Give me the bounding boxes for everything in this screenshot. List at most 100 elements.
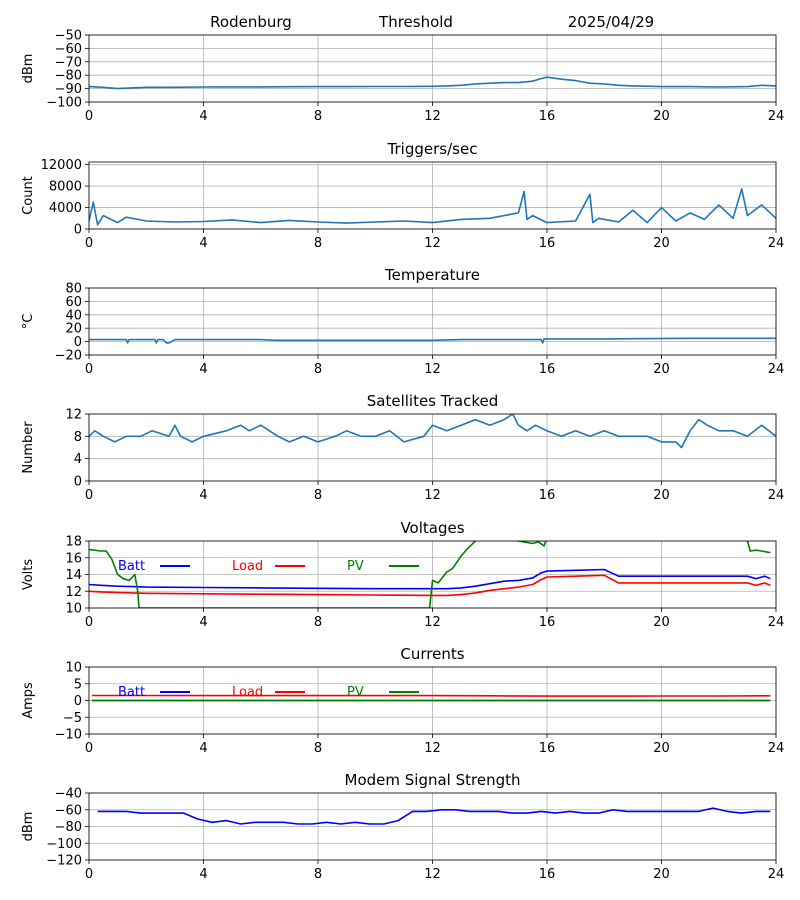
y-tick-label: 4000 [49,201,82,216]
plot-frame [88,666,777,735]
series-line-1 [89,574,771,597]
x-tick-label: 16 [539,867,556,882]
series-line-0 [89,568,771,590]
x-tick-label: 16 [539,741,556,756]
legend-label: PV [347,685,364,700]
plot-frame [88,792,777,861]
x-tick-label: 24 [768,741,785,756]
series-line-0 [97,807,771,825]
x-tick-label: 8 [314,109,322,124]
x-tick-label: 0 [85,362,93,377]
x-tick-label: 16 [539,109,556,124]
x-tick-label: 12 [424,109,441,124]
x-tick-label: 4 [199,488,207,503]
y-tick-label: −60 [55,42,82,57]
legend-label: Load [232,559,263,574]
y-tick-label: 8000 [49,180,82,195]
x-tick-label: 4 [199,109,207,124]
header-date: 2025/04/29 [568,13,654,31]
x-tick-label: 8 [314,741,322,756]
x-tick-label: 0 [85,615,93,630]
y-tick-label: −80 [55,69,82,84]
x-tick-label: 12 [424,741,441,756]
series-line-0 [89,76,776,90]
chart-panel-0: 0 4 8 12 16 20 24 −100−90−80−70−60−50 dBm [21,29,784,125]
x-tick-label: 8 [314,362,322,377]
y-tick-label: 4 [74,452,82,467]
y-tick-label: −5 [63,711,82,726]
panel-title: Voltages [400,519,464,537]
y-tick-label: 0 [74,335,82,350]
y-tick-label: 16 [65,551,82,566]
y-tick-label: 80 [65,282,82,297]
y-tick-label: 60 [65,295,82,310]
y-axis-label: Count [21,176,36,215]
y-tick-label: −40 [55,787,82,802]
plot-frame [88,161,777,230]
x-tick-label: 16 [539,362,556,377]
series-line-0 [89,188,776,226]
x-tick-label: 24 [768,867,785,882]
y-tick-label: −80 [55,820,82,835]
header-station: Rodenburg [210,13,292,31]
panel-title: Satellites Tracked [367,392,498,410]
x-tick-label: 16 [539,615,556,630]
y-tick-label: 8 [74,430,82,445]
x-tick-label: 20 [653,362,670,377]
y-tick-label: 14 [65,568,82,583]
plot-frame [88,413,777,482]
chart-panel-6: 0 4 8 12 16 20 24 −120 −100 −80 −60−40 dBm Modem Sig… [21,771,784,882]
x-tick-label: 12 [424,615,441,630]
y-tick-label: 5 [74,677,82,692]
x-tick-label: 20 [653,109,670,124]
legend-label: PV [347,559,364,574]
y-tick-label: 12 [65,585,82,600]
y-tick-label: 10 [65,602,82,617]
y-tick-label: 12000 [41,158,82,173]
x-tick-label: 12 [424,488,441,503]
x-tick-label: 0 [85,109,93,124]
x-tick-label: 4 [199,362,207,377]
y-tick-label: 40 [65,308,82,323]
x-tick-label: 16 [539,236,556,251]
plot-frame [88,34,777,103]
panel-title: Triggers/sec [387,140,478,158]
x-tick-label: 24 [768,236,785,251]
x-tick-label: 8 [314,488,322,503]
y-axis-label: Amps [21,682,36,719]
x-tick-label: 0 [85,741,93,756]
x-tick-label: 24 [768,488,785,503]
legend-label: Batt [118,559,145,574]
y-tick-label: 12 [65,408,82,423]
y-tick-label: 20 [65,322,82,337]
plot-frame [88,540,777,609]
y-tick-label: 0 [74,223,82,238]
x-tick-label: 12 [424,362,441,377]
x-tick-label: 20 [653,236,670,251]
y-tick-label: 10 [65,661,82,676]
x-tick-label: 8 [314,236,322,251]
chart-panel-1: 0 4 8 12 16 20 24 0 4000 8000 12000 Count Triggers/s… [21,140,784,251]
x-tick-label: 24 [768,615,785,630]
x-tick-label: 0 [85,236,93,251]
y-tick-label: −20 [55,349,82,364]
series-line-0 [89,414,776,449]
x-tick-label: 8 [314,615,322,630]
y-tick-label: −120 [46,854,82,869]
panel-title: Temperature [384,266,480,284]
x-tick-label: 0 [85,867,93,882]
legend-label: Load [232,685,263,700]
plot-frame [88,287,777,356]
x-tick-label: 4 [199,741,207,756]
x-tick-label: 4 [199,867,207,882]
x-tick-label: 0 [85,488,93,503]
series-line-2 [89,541,771,608]
panel-title: Modem Signal Strength [345,771,521,789]
x-tick-label: 20 [653,867,670,882]
y-axis-label: dBm [21,812,36,842]
y-tick-label: 0 [74,694,82,709]
x-tick-label: 24 [768,362,785,377]
